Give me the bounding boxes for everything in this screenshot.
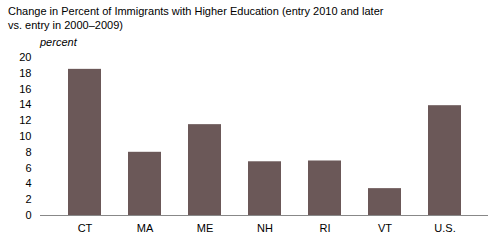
- svg-text:6: 6: [25, 162, 31, 174]
- svg-text:14: 14: [19, 98, 31, 110]
- svg-text:CT: CT: [78, 222, 93, 234]
- svg-text:ME: ME: [197, 222, 214, 234]
- svg-text:NH: NH: [257, 222, 273, 234]
- html-text:percent: percent: [40, 36, 77, 48]
- html-text:vs. entry in 2000–2009): vs. entry in 2000–2009): [8, 19, 123, 31]
- svg-text:RI: RI: [320, 222, 331, 234]
- svg-text:U.S.: U.S.: [434, 222, 455, 234]
- svg-text:10: 10: [19, 130, 31, 142]
- svg-text:20: 20: [19, 51, 31, 63]
- svg-text:12: 12: [19, 114, 31, 126]
- svg-text:16: 16: [19, 83, 31, 95]
- svg-text:0: 0: [25, 209, 31, 221]
- html-text:Change in Percent of Immigrant: Change in Percent of Immigrants with Hig…: [8, 5, 384, 17]
- svg-text:8: 8: [25, 146, 31, 158]
- svg-text:2: 2: [25, 193, 31, 205]
- svg-text:4: 4: [25, 177, 31, 189]
- svg-text:VT: VT: [378, 222, 392, 234]
- svg-text:MA: MA: [137, 222, 154, 234]
- svg-text:18: 18: [19, 67, 31, 79]
